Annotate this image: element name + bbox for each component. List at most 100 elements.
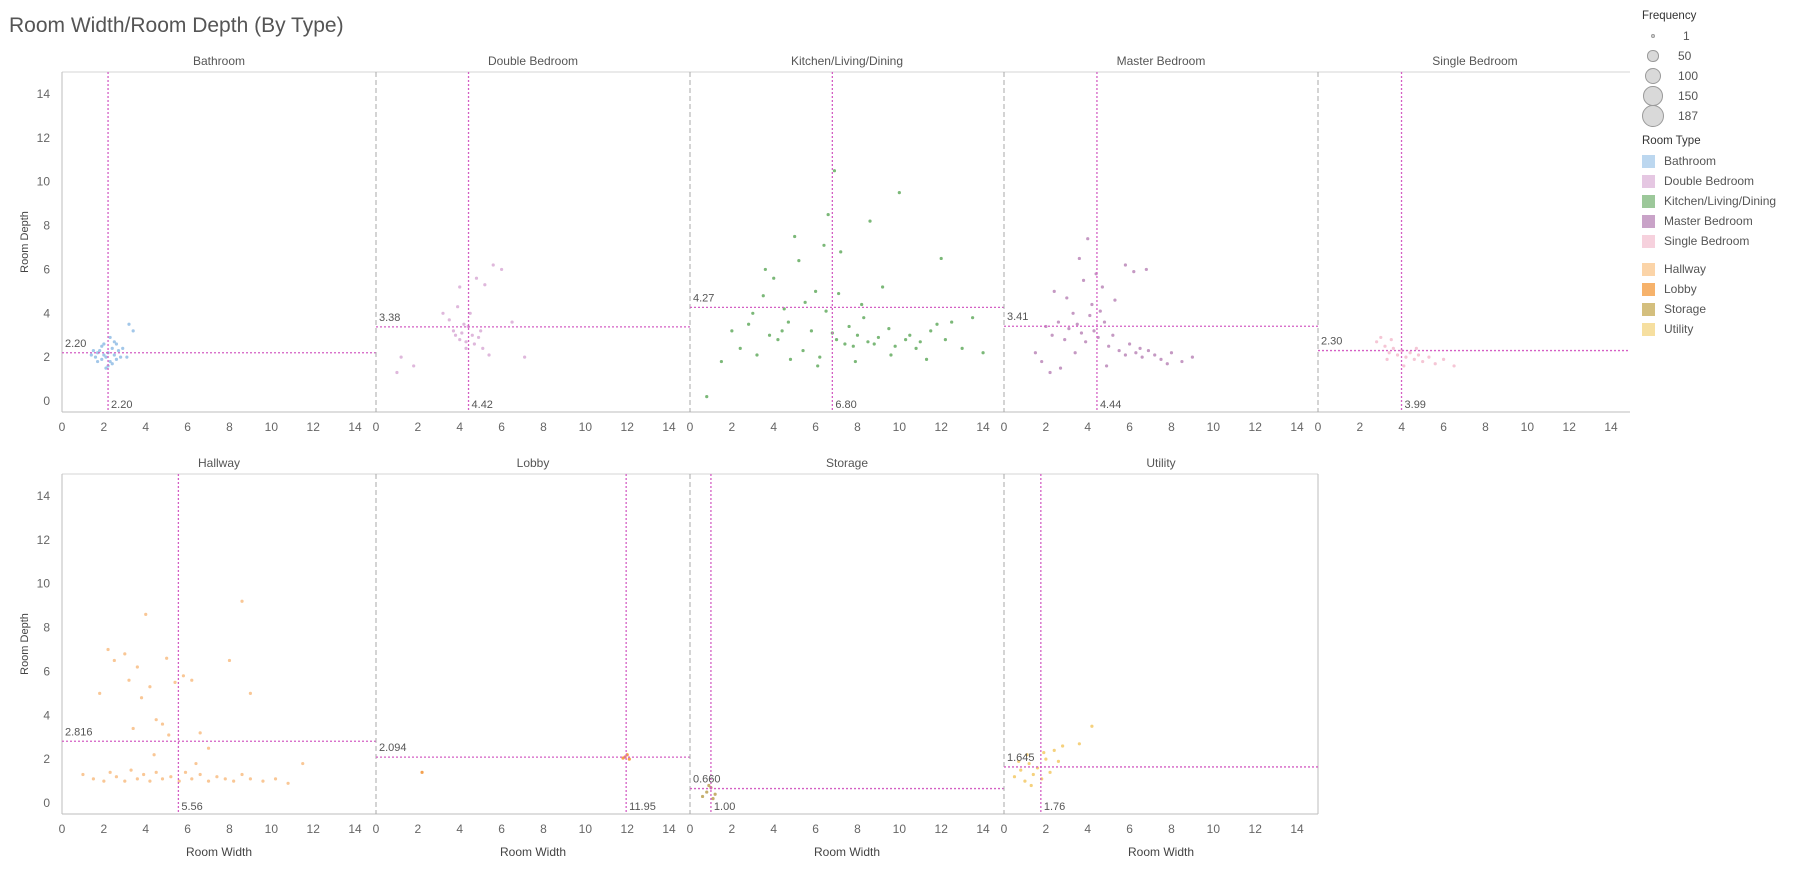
room-type-legend-item[interactable]: Double Bedroom: [1642, 171, 1776, 191]
frequency-size-marker: [1644, 67, 1662, 85]
data-point-hallway: [123, 779, 127, 783]
room-type-legend-item[interactable]: Master Bedroom: [1642, 211, 1776, 231]
data-point-double-bedroom: [483, 283, 487, 287]
data-point-hallway: [91, 777, 95, 781]
room-type-legend-item[interactable]: Lobby: [1642, 279, 1776, 299]
room-type-legend: Room Type Bathroom Double Bedroom Kitchen/…: [1642, 135, 1776, 339]
room-type-legend-label: Master Bedroom: [1664, 214, 1753, 228]
data-point-bathroom: [125, 355, 129, 359]
room-type-legend-item[interactable]: Single Bedroom: [1642, 231, 1776, 251]
data-point-kitchen-living-dining: [788, 357, 793, 361]
data-point-master-bedroom: [1111, 333, 1115, 337]
reference-label-depth-utility: 1.645: [1007, 752, 1035, 764]
data-point-master-bedroom: [1090, 302, 1094, 307]
data-point-single-bedroom: [1427, 355, 1431, 359]
data-point-double-bedroom: [451, 329, 456, 333]
data-point-kitchen-living-dining: [893, 344, 897, 348]
data-point-hallway: [183, 770, 188, 774]
data-point-kitchen-living-dining: [826, 212, 830, 217]
x-tick-label: 8: [1168, 822, 1175, 836]
x-tick-label: 6: [184, 822, 191, 836]
y-tick-label: 10: [37, 175, 51, 189]
data-point-kitchen-living-dining: [872, 342, 876, 346]
reference-label-depth-master-bedroom: 3.41: [1007, 311, 1028, 323]
data-point-hallway: [106, 647, 110, 652]
data-point-hallway: [240, 599, 244, 603]
data-point-master-bedroom: [1169, 351, 1174, 355]
data-point-double-bedroom: [481, 346, 485, 350]
data-point-storage: [711, 797, 715, 801]
data-point-hallway: [142, 772, 146, 777]
data-point-utility: [1052, 748, 1056, 752]
data-point-master-bedroom: [1073, 351, 1077, 355]
data-point-single-bedroom: [1395, 353, 1400, 357]
data-point-hallway: [160, 777, 165, 781]
data-point-master-bedroom: [1180, 359, 1184, 364]
data-point-double-bedroom: [395, 370, 399, 375]
data-point-kitchen-living-dining: [860, 302, 864, 307]
room-type-legend-item[interactable]: Utility: [1642, 319, 1776, 339]
room-type-legend-item[interactable]: Bathroom: [1642, 151, 1776, 171]
x-tick-label: 6: [498, 420, 505, 434]
data-point-kitchen-living-dining: [747, 322, 751, 326]
data-point-hallway: [160, 722, 165, 726]
frequency-legend-label: 150: [1678, 89, 1699, 103]
y-tick-label: 8: [43, 219, 50, 233]
data-point-master-bedroom: [1123, 353, 1128, 357]
y-tick-label: 6: [43, 262, 50, 276]
x-tick-label: 10: [265, 822, 279, 836]
data-point-single-bedroom: [1389, 338, 1393, 342]
room-type-legend-item[interactable]: Hallway: [1642, 259, 1776, 279]
data-point-single-bedroom: [1414, 346, 1418, 350]
x-tick-label: 14: [1604, 420, 1618, 434]
data-point-double-bedroom: [487, 353, 491, 357]
x-tick-label: 0: [59, 822, 66, 836]
panel-title-single-bedroom: Single Bedroom: [1432, 54, 1517, 68]
frequency-size-marker: [1651, 34, 1655, 38]
room-type-legend-item[interactable]: Kitchen/Living/Dining: [1642, 191, 1776, 211]
data-point-hallway: [301, 761, 305, 766]
data-point-kitchen-living-dining: [837, 291, 841, 296]
data-point-bathroom: [127, 322, 131, 326]
reference-label-depth-double-bedroom: 3.38: [379, 312, 400, 324]
x-tick-label: 14: [348, 822, 362, 836]
data-point-bathroom: [91, 348, 95, 353]
x-tick-label: 2: [101, 420, 108, 434]
x-tick-label: 6: [1440, 420, 1447, 434]
frequency-legend-item: 1: [1642, 26, 1696, 46]
x-tick-label: 6: [812, 420, 819, 434]
x-tick-label: 12: [1249, 420, 1263, 434]
x-tick-label: 4: [142, 420, 149, 434]
data-point-kitchen-living-dining: [876, 335, 881, 340]
data-point-kitchen-living-dining: [839, 250, 843, 254]
x-tick-label: 14: [1290, 420, 1304, 434]
data-point-double-bedroom: [453, 333, 458, 337]
data-point-hallway: [81, 772, 85, 777]
data-point-kitchen-living-dining: [832, 169, 837, 173]
data-point-master-bedroom: [1040, 359, 1044, 364]
room-type-legend-label: Storage: [1664, 302, 1707, 316]
legend-swatch: [1642, 154, 1655, 168]
x-tick-label: 4: [1084, 822, 1091, 836]
data-point-hallway: [173, 680, 177, 684]
room-type-legend-label: Double Bedroom: [1664, 174, 1755, 188]
data-point-storage: [707, 783, 711, 788]
data-point-bathroom: [112, 353, 116, 357]
frequency-legend-item: 150: [1642, 86, 1699, 106]
data-point-kitchen-living-dining: [853, 359, 857, 364]
y-tick-label: 2: [43, 350, 50, 364]
data-point-bathroom: [98, 348, 102, 353]
x-tick-label: 0: [373, 822, 380, 836]
x-tick-label: 2: [1043, 822, 1050, 836]
room-type-legend-item[interactable]: Storage: [1642, 299, 1776, 319]
data-point-kitchen-living-dining: [950, 320, 954, 324]
data-point-utility: [1048, 770, 1052, 774]
data-point-double-bedroom: [470, 333, 474, 337]
data-point-kitchen-living-dining: [730, 329, 734, 333]
data-point-master-bedroom: [1098, 309, 1102, 313]
data-point-kitchen-living-dining: [904, 338, 908, 342]
data-point-kitchen-living-dining: [981, 351, 985, 355]
data-point-kitchen-living-dining: [897, 191, 901, 195]
y-tick-label: 8: [43, 621, 50, 635]
data-point-kitchen-living-dining: [914, 346, 918, 350]
